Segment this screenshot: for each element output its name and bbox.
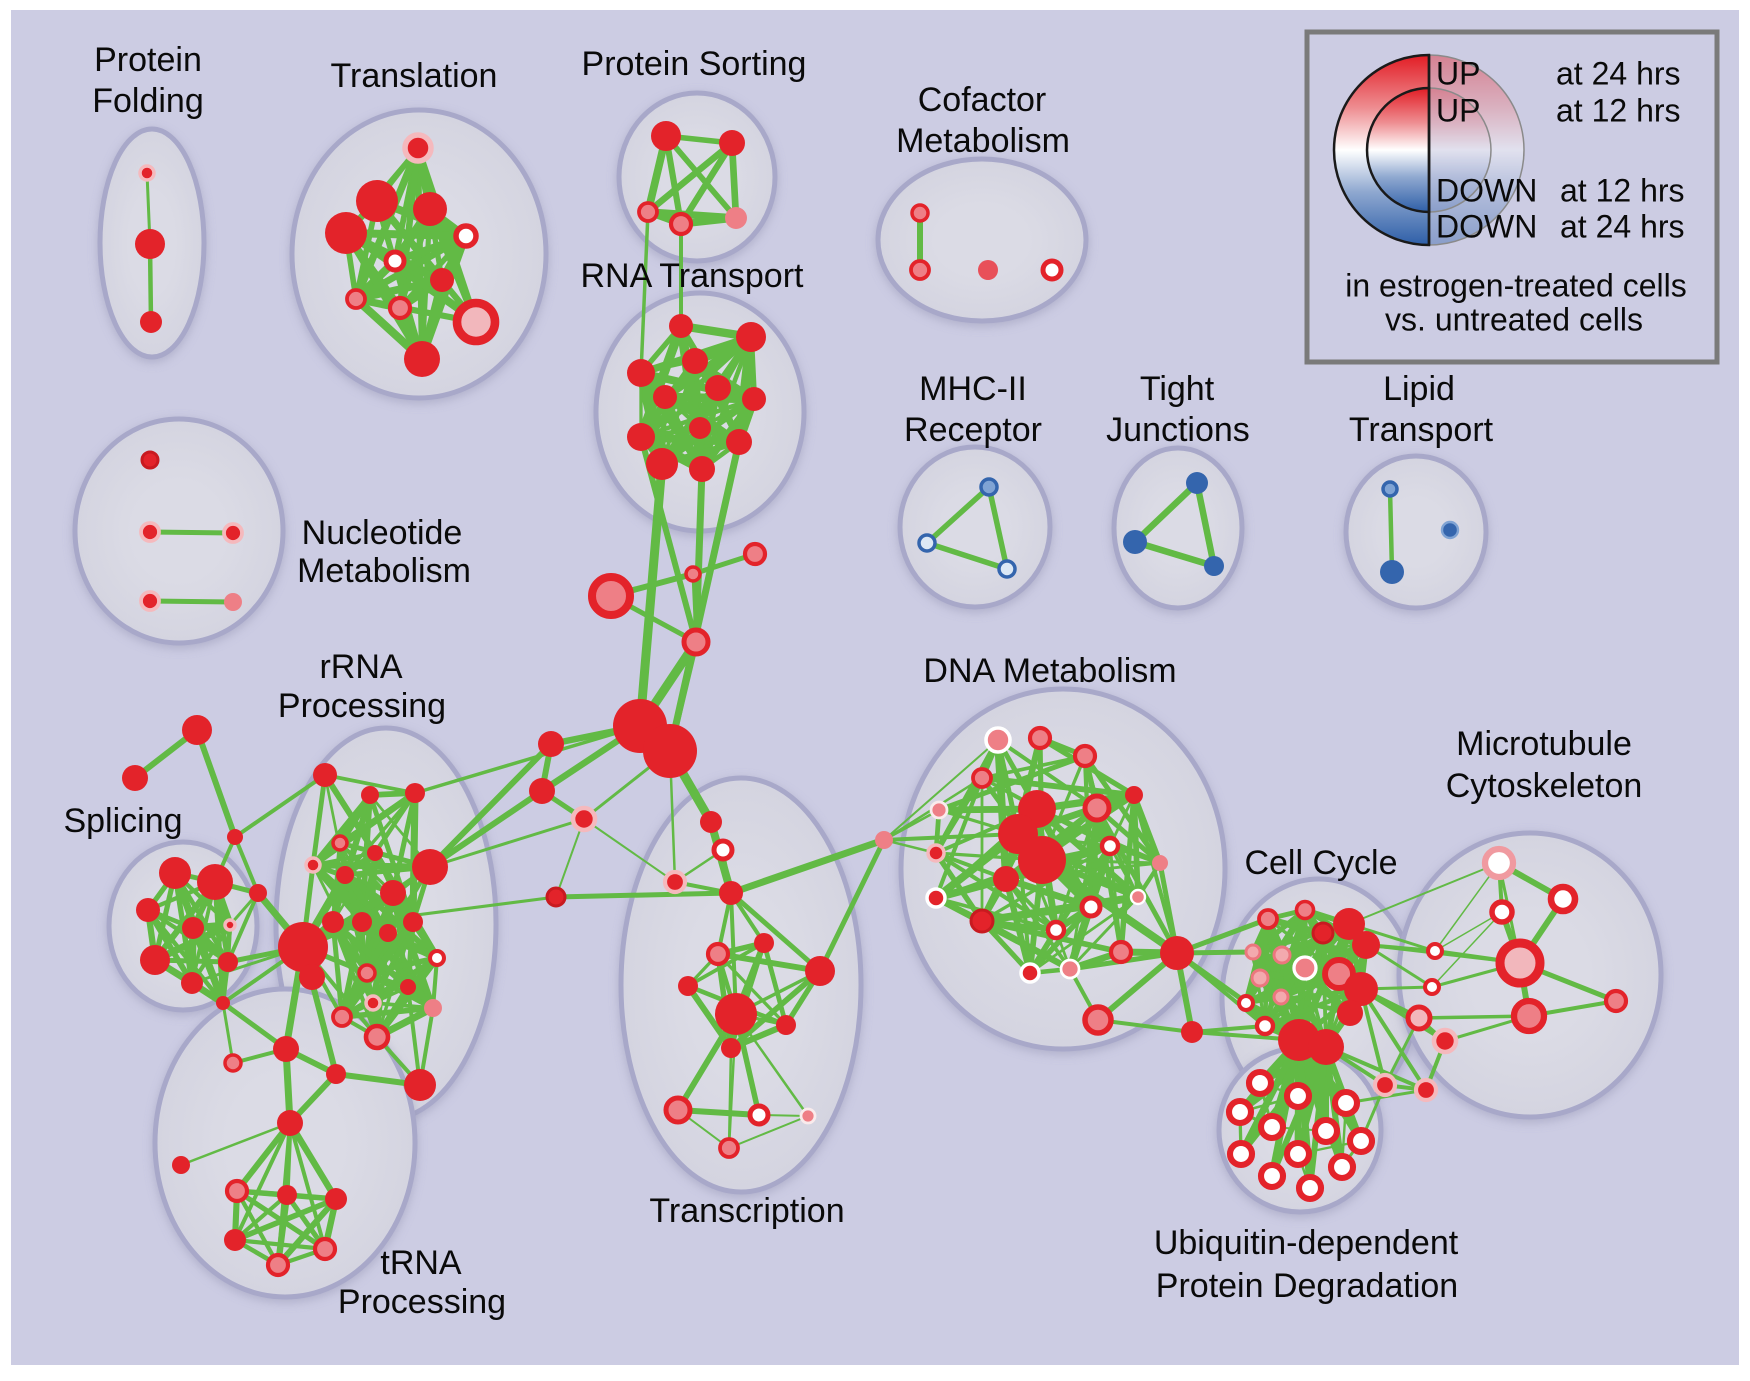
svg-text:Metabolism: Metabolism — [896, 122, 1070, 160]
svg-text:Microtubule: Microtubule — [1456, 725, 1632, 763]
svg-text:Metabolism: Metabolism — [297, 552, 471, 590]
svg-text:Processing: Processing — [338, 1283, 506, 1321]
svg-text:DOWN: DOWN — [1436, 208, 1537, 244]
svg-text:Translation: Translation — [331, 57, 498, 95]
svg-text:Processing: Processing — [278, 687, 446, 725]
svg-text:at 24 hrs: at 24 hrs — [1560, 208, 1685, 244]
svg-text:UP: UP — [1436, 92, 1480, 128]
svg-text:UP: UP — [1436, 55, 1480, 91]
svg-text:Receptor: Receptor — [904, 411, 1042, 449]
svg-text:DOWN: DOWN — [1436, 172, 1537, 208]
svg-text:rRNA: rRNA — [319, 648, 402, 686]
svg-text:RNA Transport: RNA Transport — [581, 257, 805, 295]
svg-text:vs. untreated cells: vs. untreated cells — [1385, 301, 1643, 337]
svg-text:MHC-II: MHC-II — [919, 370, 1027, 408]
svg-text:DNA Metabolism: DNA Metabolism — [923, 652, 1176, 690]
svg-text:Protein Degradation: Protein Degradation — [1156, 1267, 1458, 1305]
svg-text:at 12 hrs: at 12 hrs — [1556, 92, 1681, 128]
svg-text:Nucleotide: Nucleotide — [302, 514, 463, 552]
svg-text:Tight: Tight — [1140, 370, 1215, 408]
svg-text:at 24 hrs: at 24 hrs — [1556, 55, 1681, 91]
svg-text:Ubiquitin-dependent: Ubiquitin-dependent — [1154, 1224, 1459, 1262]
svg-text:Transcription: Transcription — [649, 1192, 844, 1230]
svg-text:Protein: Protein — [94, 41, 202, 79]
svg-text:tRNA: tRNA — [380, 1244, 462, 1282]
svg-text:Transport: Transport — [1349, 411, 1494, 449]
svg-text:in estrogen-treated cells: in estrogen-treated cells — [1345, 267, 1687, 303]
svg-text:Lipid: Lipid — [1383, 370, 1455, 408]
svg-text:Protein Sorting: Protein Sorting — [582, 45, 807, 83]
svg-text:Splicing: Splicing — [63, 802, 182, 840]
svg-text:Junctions: Junctions — [1106, 411, 1250, 449]
svg-text:Folding: Folding — [92, 82, 204, 120]
svg-text:Cell Cycle: Cell Cycle — [1244, 844, 1397, 882]
svg-text:Cofactor: Cofactor — [918, 81, 1047, 119]
svg-text:at 12 hrs: at 12 hrs — [1560, 172, 1685, 208]
svg-text:Cytoskeleton: Cytoskeleton — [1446, 767, 1643, 805]
